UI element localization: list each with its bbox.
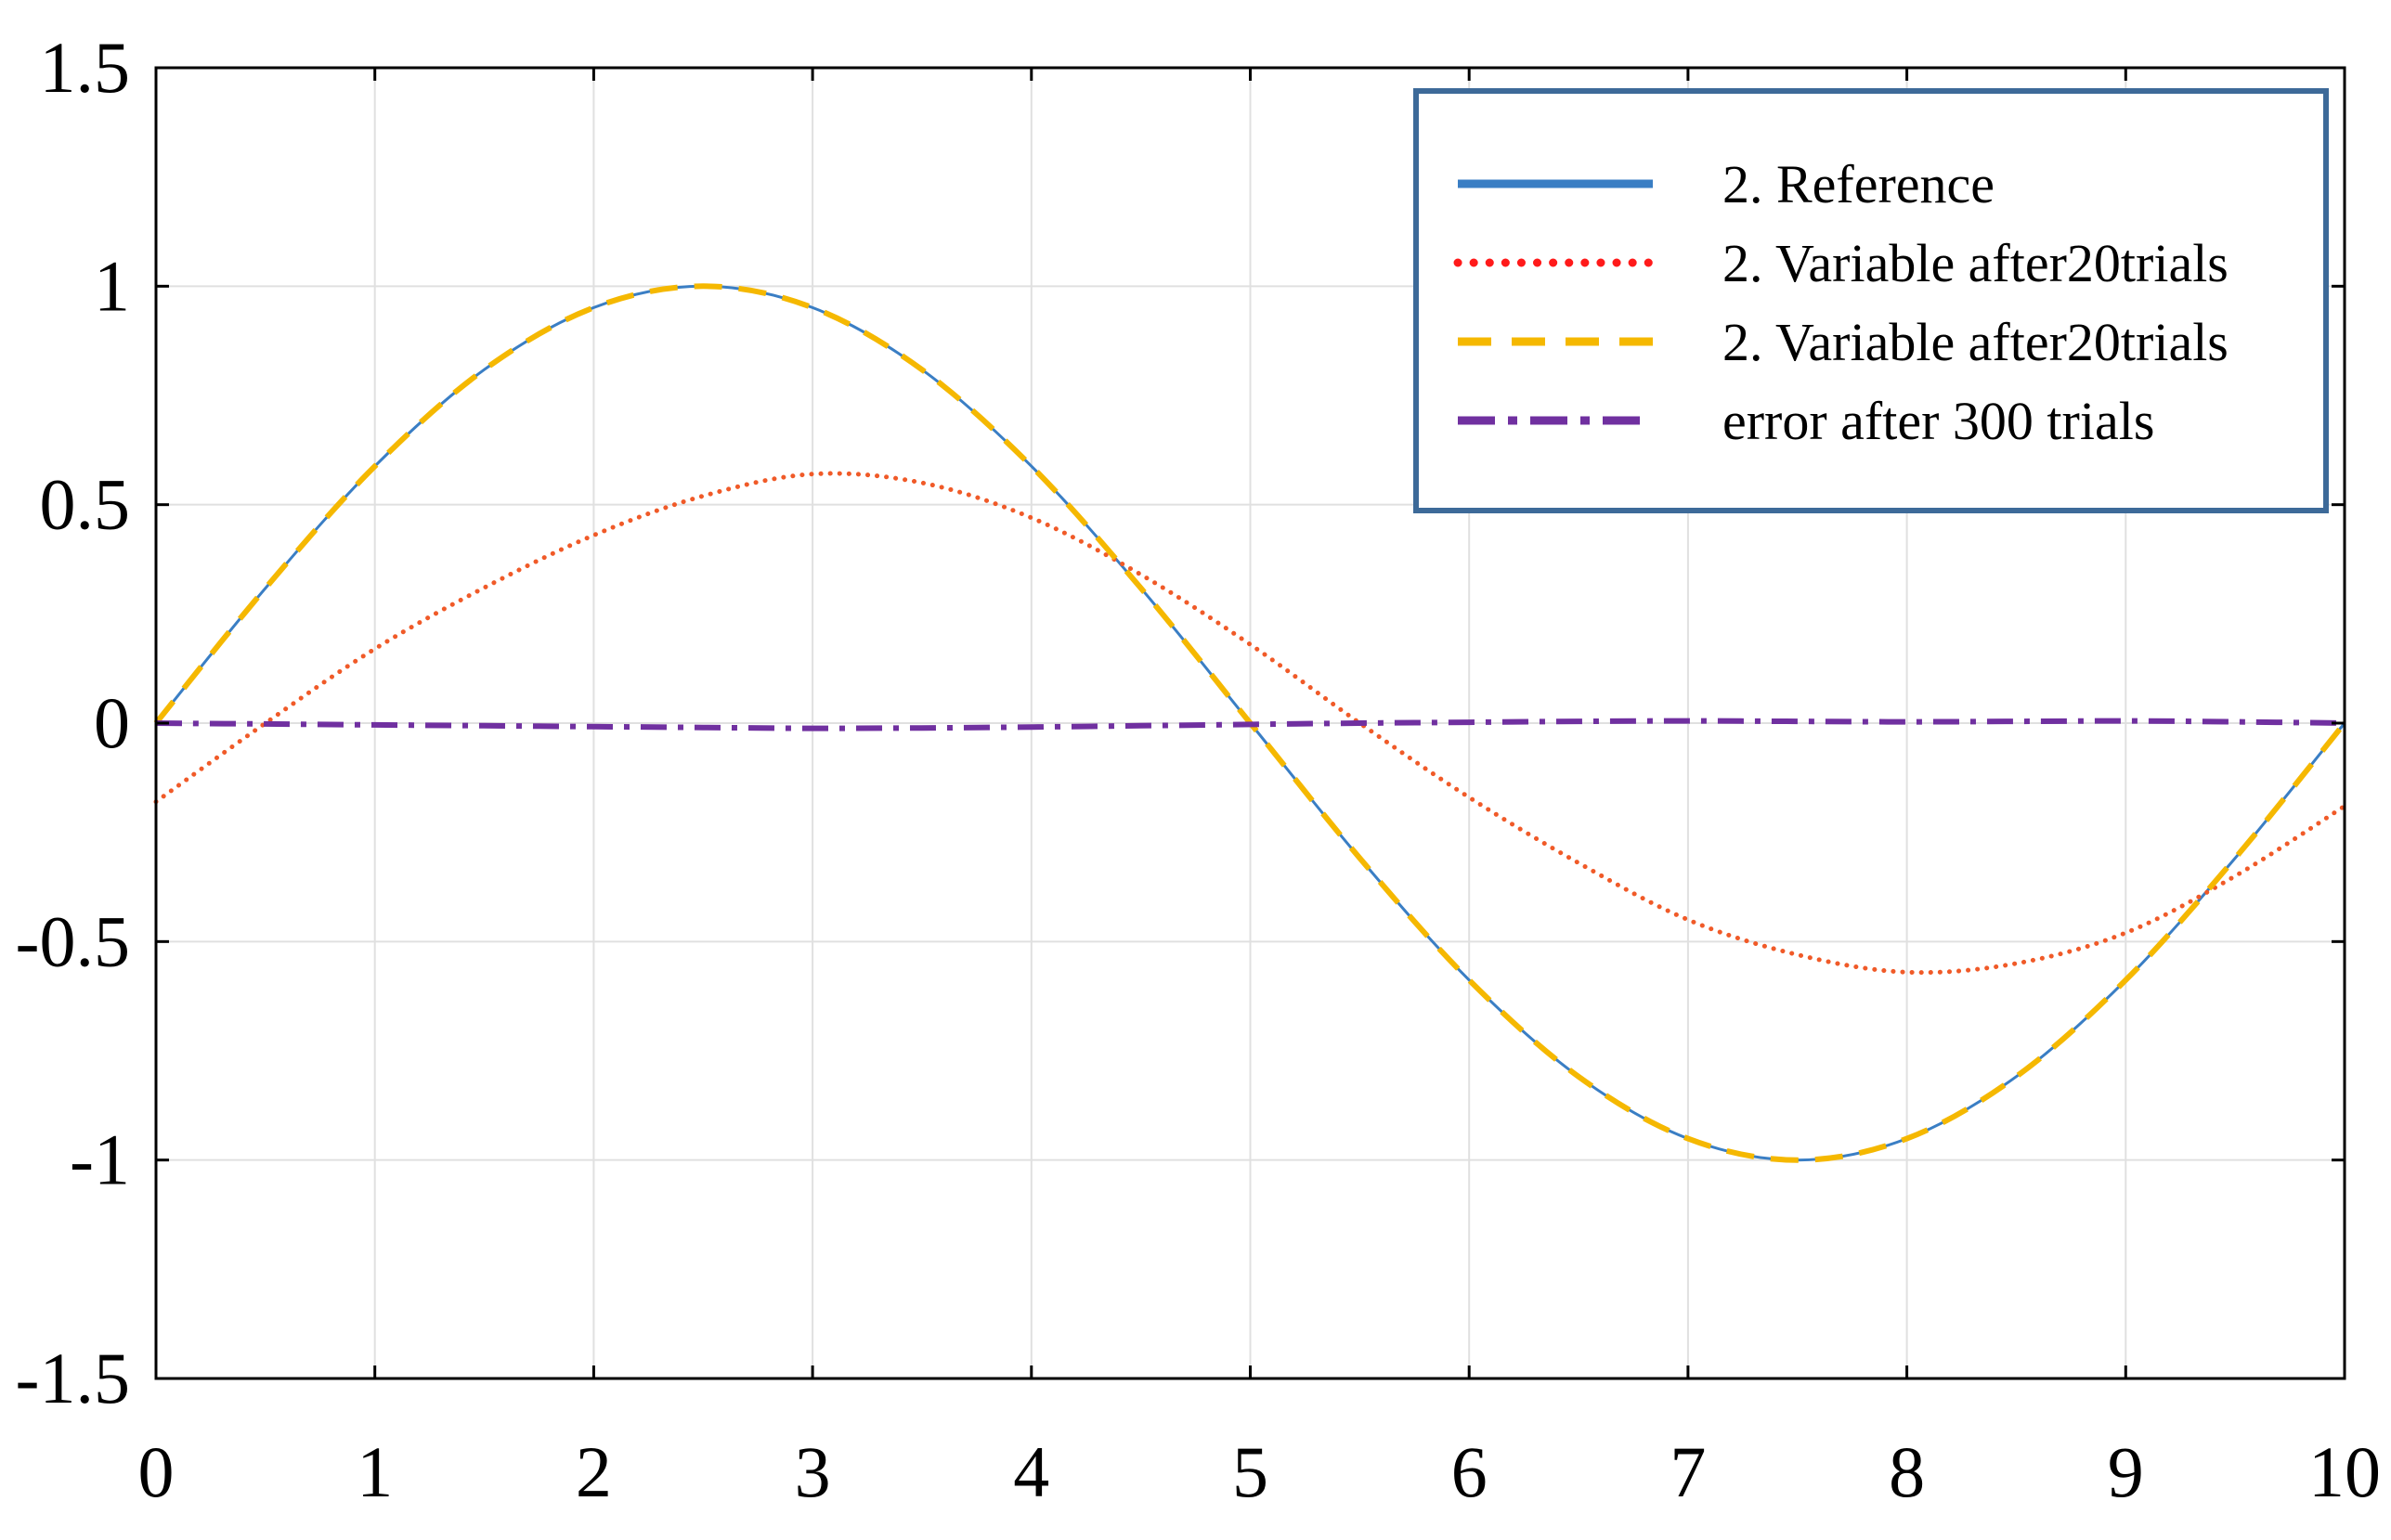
y-tick-label: -0.5 (16, 900, 130, 981)
x-tick-label: 5 (1232, 1431, 1268, 1512)
series-layer (153, 283, 2347, 1163)
series-line-4 (155, 718, 2346, 731)
axis-ticks (154, 66, 2346, 1380)
x-tick-label: 3 (795, 1431, 831, 1512)
x-tick-label: 6 (1451, 1431, 1488, 1512)
legend-label-4: error after 300 trials (1722, 391, 2154, 451)
y-tick-label: 1.5 (40, 27, 131, 108)
x-tick-label: 7 (1670, 1431, 1706, 1512)
y-tick-label: 0.5 (40, 464, 131, 545)
legend-label-3: 2. Variable after20trials (1722, 312, 2229, 372)
y-tick-label: -1 (70, 1119, 130, 1200)
x-tick-labels: 0 1 2 3 4 5 6 7 8 9 10 (138, 1431, 2382, 1512)
series-line-2 (153, 471, 2347, 976)
y-tick-label: 0 (94, 682, 130, 763)
x-tick-label: 2 (576, 1431, 612, 1512)
x-tick-label: 4 (1013, 1431, 1049, 1512)
legend-box (1413, 88, 2329, 513)
legend-label-1: 2. Reference (1722, 154, 1995, 214)
x-tick-label: 10 (2308, 1431, 2381, 1512)
y-tick-label: 1 (94, 245, 130, 326)
x-tick-label: 9 (2108, 1431, 2144, 1512)
y-tick-labels: 1.5 1 0.5 0 -0.5 -1 -1.5 (16, 27, 130, 1418)
x-tick-label: 8 (1889, 1431, 1925, 1512)
y-tick-label: -1.5 (16, 1338, 130, 1418)
legend: 2. Reference 2. Variable after20trials 2. … (1413, 88, 2329, 513)
x-tick-label: 1 (357, 1431, 393, 1512)
legend-label-2: 2. Variable after20trials (1722, 233, 2229, 293)
x-tick-label: 0 (138, 1431, 175, 1512)
